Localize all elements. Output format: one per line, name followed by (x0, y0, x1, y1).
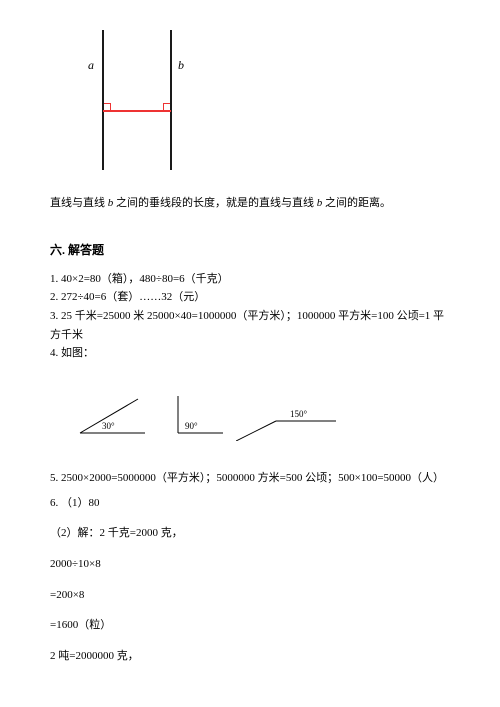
angle-150-label: 150° (290, 409, 308, 419)
angle-90-label: 90° (185, 421, 198, 431)
angle-30-icon: 30° (70, 391, 160, 441)
angles-figure: 30° 90° 150° (70, 391, 450, 441)
answers-block: 1. 40×2=80（箱），480÷80=6（千克） 2. 272÷40=6（套… (50, 270, 450, 363)
answer-2: 2. 272÷40=6（套）……32（元） (50, 288, 450, 307)
answer-6-2a: （2）解：2 千克=2000 克， (50, 524, 450, 543)
text: 之间的距离。 (322, 197, 391, 209)
line-a (102, 30, 104, 170)
line-b (170, 30, 172, 170)
answer-6-1: 6. （1）80 (50, 494, 450, 513)
angle-90-icon: 90° (163, 391, 233, 441)
answer-1: 1. 40×2=80（箱），480÷80=6（千克） (50, 270, 450, 289)
answer-5: 5. 2500×2000=5000000（平方米）；5000000 方米=500… (50, 469, 450, 488)
answer-6-2d: =1600（粒） (50, 616, 450, 635)
label-a: a (88, 58, 94, 73)
distance-sentence: 直线与直线 b 之间的垂线段的长度，就是的直线与直线 b 之间的距离。 (50, 195, 450, 213)
perpendicular-segment (103, 110, 171, 112)
parallel-lines-diagram: a b (90, 30, 190, 170)
text: 直线与直线 (50, 197, 108, 209)
label-b: b (178, 58, 184, 73)
answer-6-2e: 2 吨=2000000 克， (50, 647, 450, 666)
answers-continued: 5. 2500×2000=5000000（平方米）；5000000 方米=500… (50, 469, 450, 666)
section-6-title: 六. 解答题 (50, 241, 450, 258)
right-angle-mark-right (163, 103, 170, 110)
answer-3: 3. 25 千米=25000 米 25000×40=1000000（平方米）；1… (50, 307, 450, 344)
angle-150-icon: 150° (236, 391, 346, 441)
answer-6-2b: 2000÷10×8 (50, 555, 450, 574)
right-angle-mark-left (104, 103, 111, 110)
angle-30-label: 30° (102, 421, 115, 431)
answer-4: 4. 如图： (50, 344, 450, 363)
answer-6-2c: =200×8 (50, 586, 450, 605)
text: 之间的垂线段的长度，就是的直线与直线 (113, 197, 317, 209)
